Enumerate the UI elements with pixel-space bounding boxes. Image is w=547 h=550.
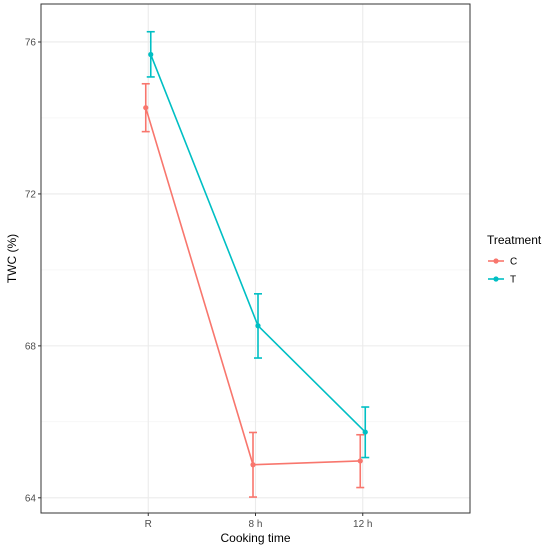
- series-line: [144, 107, 361, 466]
- y-tick-label: 76: [25, 37, 37, 48]
- legend-label: C: [510, 257, 517, 268]
- series-T: [146, 30, 370, 459]
- data-point: [148, 51, 154, 58]
- legend-title: Treatment: [487, 233, 542, 247]
- data-point: [362, 429, 368, 435]
- series-C: [141, 82, 365, 498]
- data-point: [250, 462, 256, 468]
- legend-label: T: [510, 275, 516, 286]
- axis-ticks: [38, 41, 364, 516]
- series-line: [150, 54, 366, 433]
- x-tick-label: 8 h: [249, 519, 263, 530]
- data-point: [357, 458, 363, 464]
- x-axis-title: Cooking time: [220, 531, 290, 545]
- data-point: [255, 323, 261, 329]
- series-layer: [141, 30, 370, 498]
- legend: Treatment CT: [487, 233, 542, 286]
- tick-labels: 64 68 72 76 R 8 h 12 h: [25, 37, 373, 530]
- y-tick-label: 64: [25, 493, 37, 504]
- y-axis-title: TWC (%): [5, 234, 19, 283]
- x-tick-label: 12 h: [353, 519, 372, 530]
- x-tick-label: R: [145, 519, 152, 530]
- y-tick-label: 68: [25, 341, 37, 352]
- data-point: [143, 105, 149, 111]
- legend-key-point: [493, 258, 499, 264]
- legend-key-point: [493, 276, 499, 282]
- grid-major: [41, 4, 470, 513]
- y-tick-label: 72: [25, 189, 37, 200]
- legend-items: CT: [488, 257, 517, 286]
- legend-item-T: T: [488, 275, 516, 286]
- legend-item-C: C: [488, 257, 517, 268]
